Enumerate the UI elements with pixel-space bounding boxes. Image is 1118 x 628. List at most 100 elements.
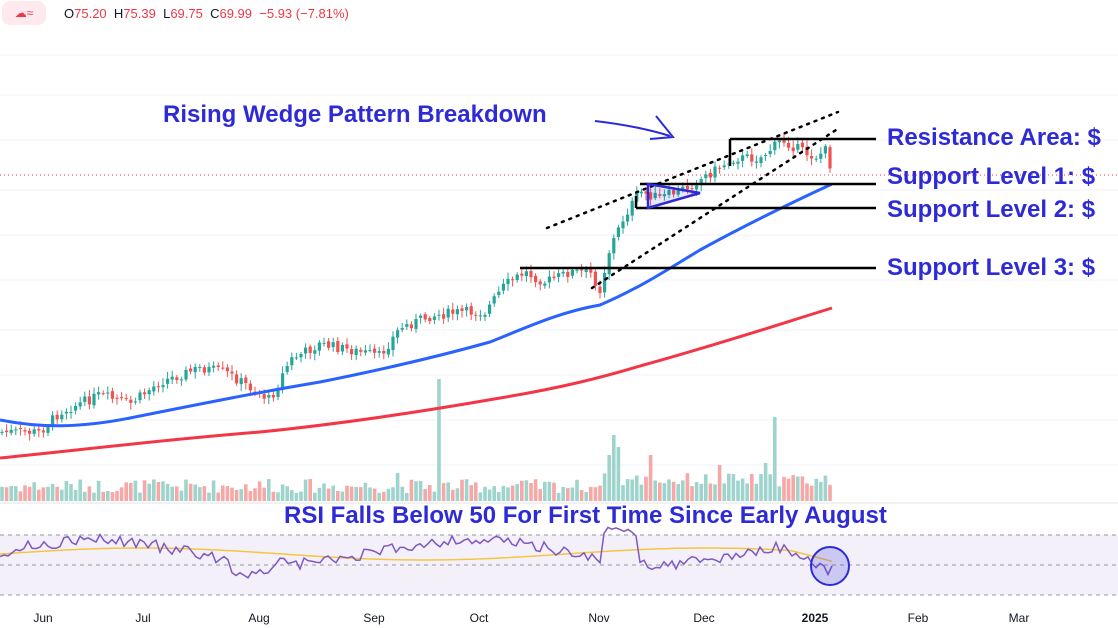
candle-body <box>60 414 64 420</box>
candle-body <box>129 399 133 403</box>
volume-bar <box>607 455 611 501</box>
candle-body <box>239 378 243 385</box>
volume-bar <box>451 489 455 501</box>
candle-body <box>695 185 699 190</box>
ma-slow-line <box>0 306 833 460</box>
volume-bar <box>4 487 9 501</box>
support-1-label: Support Level 1: $ <box>887 163 1096 190</box>
candle-body <box>336 340 340 352</box>
candle-body <box>147 390 151 395</box>
candle-body <box>152 386 156 392</box>
volume-bar <box>110 492 115 501</box>
volume-bar <box>101 491 105 501</box>
volume-bar <box>359 487 363 501</box>
candle-body <box>87 396 91 405</box>
candle-body <box>814 158 818 160</box>
candle-body <box>451 309 455 314</box>
volume-bar <box>602 473 607 501</box>
candle-body <box>713 166 717 178</box>
volume-bar <box>368 487 372 501</box>
support-2-label: Support Level 2: $ <box>887 196 1096 223</box>
candle-body <box>271 394 275 398</box>
volume-bar <box>372 488 377 501</box>
volume-bar <box>64 480 69 501</box>
volume-bar <box>814 478 818 501</box>
wedge-arrow-head <box>649 115 675 140</box>
volume-bar <box>147 483 151 501</box>
candle-body <box>409 324 413 329</box>
close-value: 69.99 <box>219 5 253 21</box>
volume-bar <box>161 481 165 501</box>
volume-bar <box>9 486 13 501</box>
volume-bar <box>754 483 759 501</box>
volume-bar <box>377 492 381 501</box>
volume-bar <box>257 481 262 501</box>
candle-body <box>791 147 795 152</box>
volume-bar <box>156 481 161 501</box>
volume-bar <box>46 486 50 501</box>
candle-body <box>805 146 809 156</box>
candle-body <box>704 174 708 179</box>
candle-body <box>478 315 482 317</box>
support-3-label: Support Level 3: $ <box>887 254 1096 281</box>
candle-body <box>469 306 473 315</box>
volume-bar <box>336 490 340 501</box>
candle-body <box>474 314 478 316</box>
volume-bar <box>460 479 464 501</box>
volume-bar <box>708 483 713 501</box>
candle-body <box>69 412 73 414</box>
resistance-label: Resistance Area: $ <box>887 124 1101 151</box>
volume-bar <box>60 489 64 501</box>
candle-body <box>46 426 50 433</box>
volume-bar <box>740 478 745 501</box>
candle-body <box>621 221 625 229</box>
candle-body <box>432 316 436 320</box>
ma-fast-line <box>0 182 833 428</box>
volume-bar <box>115 491 119 501</box>
volume-bar <box>106 490 110 501</box>
volume-bar <box>625 479 630 501</box>
volume-bar <box>198 487 202 501</box>
volume-bar <box>639 484 644 501</box>
candle-body <box>322 342 326 344</box>
symbol-logo-icon[interactable]: ☁≈ <box>2 1 46 25</box>
volume-bar <box>418 480 423 501</box>
volume-bar <box>290 489 294 501</box>
volume-bar <box>653 480 657 501</box>
candle-body <box>14 429 18 431</box>
candle-body <box>170 376 174 380</box>
volume-bar <box>294 492 299 501</box>
candle-body <box>497 291 501 296</box>
volume-bar <box>142 480 147 501</box>
volume-bar <box>267 479 271 501</box>
candle-body <box>18 428 22 430</box>
candle-body <box>179 379 183 381</box>
x-label-jul: Jul <box>135 611 151 625</box>
volume-bar <box>78 479 82 501</box>
volume-bar <box>713 484 717 501</box>
volume-bar <box>170 486 174 501</box>
candle-body <box>800 142 804 148</box>
candle-body <box>515 274 519 281</box>
open-key: O <box>64 5 75 21</box>
volume-bar <box>331 485 335 501</box>
volume-bar <box>37 489 41 501</box>
volume-bar <box>699 483 703 501</box>
candle-body <box>639 191 643 194</box>
volume-bar <box>55 486 59 501</box>
candle-body <box>368 350 372 352</box>
candle-body <box>465 307 469 311</box>
volume-bar <box>805 483 809 501</box>
volume-bar <box>782 476 786 501</box>
volume-bar <box>791 475 795 501</box>
volume-bar <box>575 479 579 501</box>
candle-body <box>166 378 170 384</box>
volume-bar <box>533 479 538 501</box>
candle-body <box>681 186 685 190</box>
x-label-aug: Aug <box>248 611 270 625</box>
candle-body <box>331 342 335 348</box>
candle-body <box>547 276 551 283</box>
volume-bar <box>759 474 763 501</box>
volume-bar <box>635 475 639 501</box>
volume-bar <box>299 491 303 501</box>
